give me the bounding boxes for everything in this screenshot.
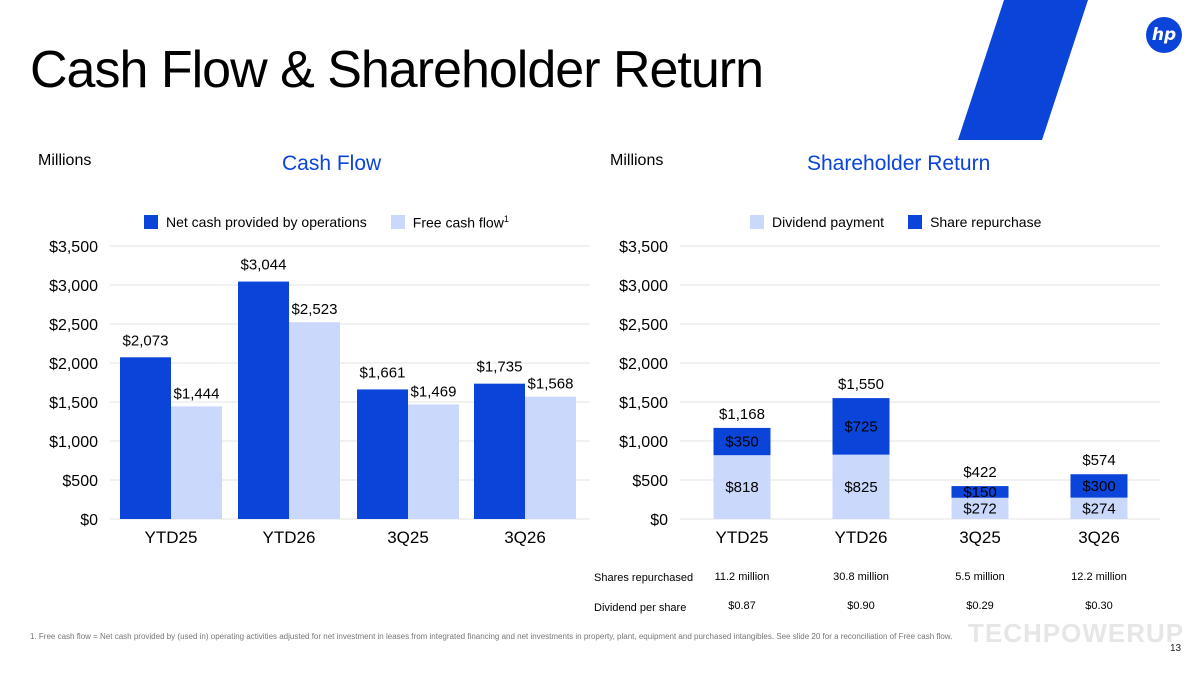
watermark: TECHPOWERUP [968, 618, 1185, 648]
table-cell: 11.2 million [714, 571, 770, 583]
bar [357, 389, 408, 519]
bar-segment [832, 398, 890, 455]
legend-label-dividend: Dividend payment [772, 214, 885, 230]
y-tick-label: $1,000 [49, 434, 98, 451]
y-tick-label: $0 [650, 512, 668, 529]
data-label: $1,661 [360, 364, 406, 381]
legend-text-free-cash-flow: Free cash flow [412, 214, 504, 231]
total-label: $422 [963, 464, 996, 481]
bar-segment [1070, 497, 1128, 519]
segment-label: $300 [1082, 478, 1115, 495]
y-tick-label: $3,500 [619, 239, 668, 256]
shareholder-units-label: Millions [610, 152, 664, 169]
cash-flow-chart-title: Cash Flow [282, 152, 382, 175]
y-tick-label: $2,500 [49, 317, 98, 334]
bar-segment [951, 486, 1009, 498]
table-label-dividend-per-share: Dividend per share [594, 602, 687, 614]
data-label: $2,523 [292, 301, 338, 318]
data-label: $2,073 [123, 332, 169, 349]
bar-segment [713, 427, 771, 456]
y-tick-label: $1,500 [619, 395, 668, 412]
x-tick-label: 3Q26 [1078, 528, 1120, 547]
cash-flow-legend: Net cash provided by operations Free cas… [144, 214, 509, 231]
y-tick-label: $2,500 [619, 317, 668, 334]
legend-swatch-operations [144, 215, 158, 230]
data-label: $1,568 [528, 376, 574, 393]
y-tick-label: $500 [632, 473, 668, 490]
x-tick-label: 3Q26 [504, 528, 546, 547]
bar [171, 406, 222, 519]
page-title: Cash Flow & Shareholder Return [30, 41, 764, 99]
total-label: $1,550 [838, 376, 884, 393]
bar [525, 396, 576, 519]
y-tick-label: $0 [80, 512, 98, 529]
segment-label: $350 [725, 434, 758, 451]
bar [238, 281, 289, 519]
data-label: $3,044 [241, 257, 287, 274]
data-label: $1,469 [411, 383, 457, 400]
segment-label: $150 [963, 484, 996, 501]
y-tick-label: $3,500 [49, 239, 98, 256]
table-cell: $0.29 [966, 600, 994, 612]
bar-segment [1070, 474, 1128, 498]
bar-segment [832, 454, 890, 519]
cash-flow-units-label: Millions [38, 152, 92, 169]
bar-segment [713, 455, 771, 519]
legend-label-free-cash-flow: Free cash flow1 [413, 214, 509, 231]
legend-swatch-dividend [750, 215, 764, 229]
legend-label-operations: Net cash provided by operations [166, 214, 367, 231]
segment-label: $825 [844, 479, 877, 496]
segment-label: $725 [844, 418, 877, 435]
total-label: $574 [1082, 452, 1115, 469]
x-tick-label: YTD26 [835, 528, 888, 547]
y-tick-label: $3,000 [49, 278, 98, 295]
table-cell: 30.8 million [833, 571, 889, 583]
table-cell: $0.87 [728, 600, 756, 612]
x-tick-label: YTD25 [145, 528, 198, 547]
x-tick-label: 3Q25 [959, 528, 1001, 547]
legend-superscript: 1 [503, 214, 509, 224]
table-cell: $0.30 [1085, 600, 1113, 612]
table-cell: 12.2 million [1071, 571, 1127, 583]
segment-label: $272 [963, 500, 996, 517]
legend-swatch-free-cash-flow [390, 215, 405, 230]
shareholder-legend: Dividend payment Share repurchase [750, 214, 1041, 230]
table-cell: 5.5 million [955, 571, 1005, 583]
y-tick-label: $2,000 [49, 356, 98, 373]
bar [120, 357, 171, 519]
x-tick-label: YTD25 [716, 528, 769, 547]
legend-label-repurchase: Share repurchase [930, 214, 1042, 230]
shareholder-chart-title: Shareholder Return [807, 152, 991, 175]
y-tick-label: $3,000 [619, 278, 668, 295]
segment-label: $818 [725, 479, 758, 496]
table-cell: $0.90 [847, 600, 875, 612]
data-label: $1,444 [174, 385, 220, 402]
bar [289, 322, 340, 519]
bar-segment [951, 497, 1009, 519]
x-tick-label: YTD26 [263, 528, 316, 547]
y-tick-label: $500 [62, 473, 98, 490]
bar [408, 404, 459, 519]
hp-logo: hp [1146, 17, 1182, 53]
segment-label: $274 [1082, 500, 1115, 517]
total-label: $1,168 [719, 406, 765, 423]
bar [474, 383, 525, 519]
legend-swatch-repurchase [908, 215, 923, 229]
footnote: 1. Free cash flow = Net cash provided by… [30, 632, 953, 641]
decorative-stripe [958, 0, 1088, 140]
y-tick-label: $1,000 [619, 434, 668, 451]
data-label: $1,735 [477, 359, 523, 376]
table-label-shares-repurchased: Shares repurchased [594, 572, 694, 584]
y-tick-label: $2,000 [619, 356, 668, 373]
x-tick-label: 3Q25 [387, 528, 429, 547]
page-number: 13 [1170, 643, 1182, 654]
y-tick-label: $1,500 [49, 395, 98, 412]
